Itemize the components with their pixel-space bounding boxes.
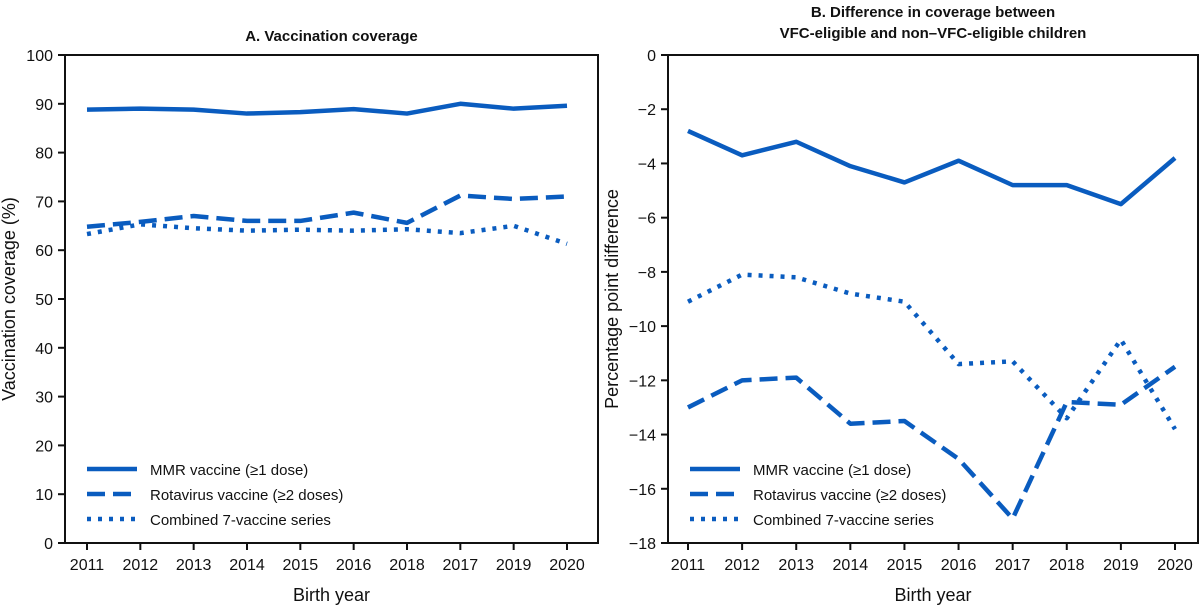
x-tick-label: 2016 bbox=[336, 557, 372, 574]
chart-title: VFC-eligible and non–VFC-eligible childr… bbox=[780, 25, 1087, 42]
x-tick-label: 2015 bbox=[283, 557, 319, 574]
x-tick-label: 2020 bbox=[549, 557, 585, 574]
y-axis-label: Vaccination coverage (%) bbox=[0, 197, 19, 401]
x-tick-label: 2017 bbox=[443, 557, 479, 574]
x-tick-label: 2011 bbox=[70, 557, 105, 574]
x-tick-label: 2012 bbox=[724, 557, 760, 574]
x-tick-label: 2019 bbox=[496, 557, 532, 574]
y-tick-label: −14 bbox=[629, 428, 656, 445]
y-tick-label: −18 bbox=[629, 536, 656, 553]
legend-label: Rotavirus vaccine (≥2 doses) bbox=[753, 487, 946, 504]
panel-a: A. Vaccination coverage 0 10 20 30 40 50 60 70 80… bbox=[0, 28, 599, 605]
y-tick-label: 90 bbox=[35, 97, 53, 114]
y-tick-label: 0 bbox=[647, 48, 656, 65]
x-tick-label: 2011 bbox=[671, 557, 706, 574]
y-tick-label: 70 bbox=[35, 194, 53, 211]
series-line-solid bbox=[86, 101, 568, 116]
series-line-solid bbox=[687, 128, 1177, 207]
legend-label: MMR vaccine (≥1 dose) bbox=[150, 462, 308, 479]
y-tick-label: 20 bbox=[35, 438, 53, 455]
y-tick-label: 60 bbox=[35, 243, 53, 260]
chart-title: A. Vaccination coverage bbox=[245, 28, 418, 45]
series-line-dotted bbox=[86, 222, 568, 246]
y-tick-label: 30 bbox=[35, 390, 53, 407]
x-tick-label: 2012 bbox=[123, 557, 159, 574]
y-tick-label: 80 bbox=[35, 146, 53, 163]
y-tick-label: 50 bbox=[35, 292, 53, 309]
x-tick-label: 2020 bbox=[1157, 557, 1193, 574]
series-line-dashed bbox=[686, 364, 1177, 521]
x-tick-label: 2013 bbox=[176, 557, 212, 574]
x-tick-label: 2016 bbox=[941, 557, 977, 574]
y-tick-label: 100 bbox=[26, 48, 53, 65]
y-axis-label: Percentage point difference bbox=[602, 189, 622, 409]
x-tick-label: 2014 bbox=[833, 557, 869, 574]
y-tick-label: −8 bbox=[638, 265, 656, 282]
chart-title: B. Difference in coverage between bbox=[811, 4, 1055, 21]
y-tick-label: −12 bbox=[629, 373, 656, 390]
y-tick-label: −16 bbox=[629, 482, 656, 499]
y-tick-label: −4 bbox=[638, 156, 656, 173]
legend-label: Rotavirus vaccine (≥2 doses) bbox=[150, 487, 343, 504]
x-tick-label: 2019 bbox=[1103, 557, 1139, 574]
y-tick-label: 40 bbox=[35, 341, 53, 358]
x-tick-label: 2013 bbox=[778, 557, 814, 574]
x-tick-label: 2017 bbox=[995, 557, 1031, 574]
x-axis-label: Birth year bbox=[894, 585, 971, 605]
y-tick-label: −6 bbox=[638, 211, 656, 228]
legend-label: Combined 7-vaccine series bbox=[753, 512, 934, 529]
y-tick-label: −2 bbox=[638, 102, 656, 119]
x-axis-label: Birth year bbox=[293, 585, 370, 605]
plot-frame bbox=[667, 54, 1199, 544]
legend-label: Combined 7-vaccine series bbox=[150, 512, 331, 529]
panel-b: B. Difference in coverage between VFC-eli… bbox=[602, 4, 1199, 605]
series-line-dashed bbox=[86, 193, 568, 230]
legend-label: MMR vaccine (≥1 dose) bbox=[753, 462, 911, 479]
x-tick-label: 2014 bbox=[229, 557, 265, 574]
x-tick-label: 2018 bbox=[1049, 557, 1085, 574]
x-tick-label: 2015 bbox=[887, 557, 923, 574]
plot-frame bbox=[64, 54, 599, 544]
x-tick-label: 2018 bbox=[389, 557, 425, 574]
y-tick-label: 10 bbox=[35, 487, 53, 504]
series-line-dotted bbox=[686, 272, 1177, 431]
y-tick-label: −10 bbox=[629, 319, 656, 336]
y-tick-label: 0 bbox=[44, 536, 53, 553]
